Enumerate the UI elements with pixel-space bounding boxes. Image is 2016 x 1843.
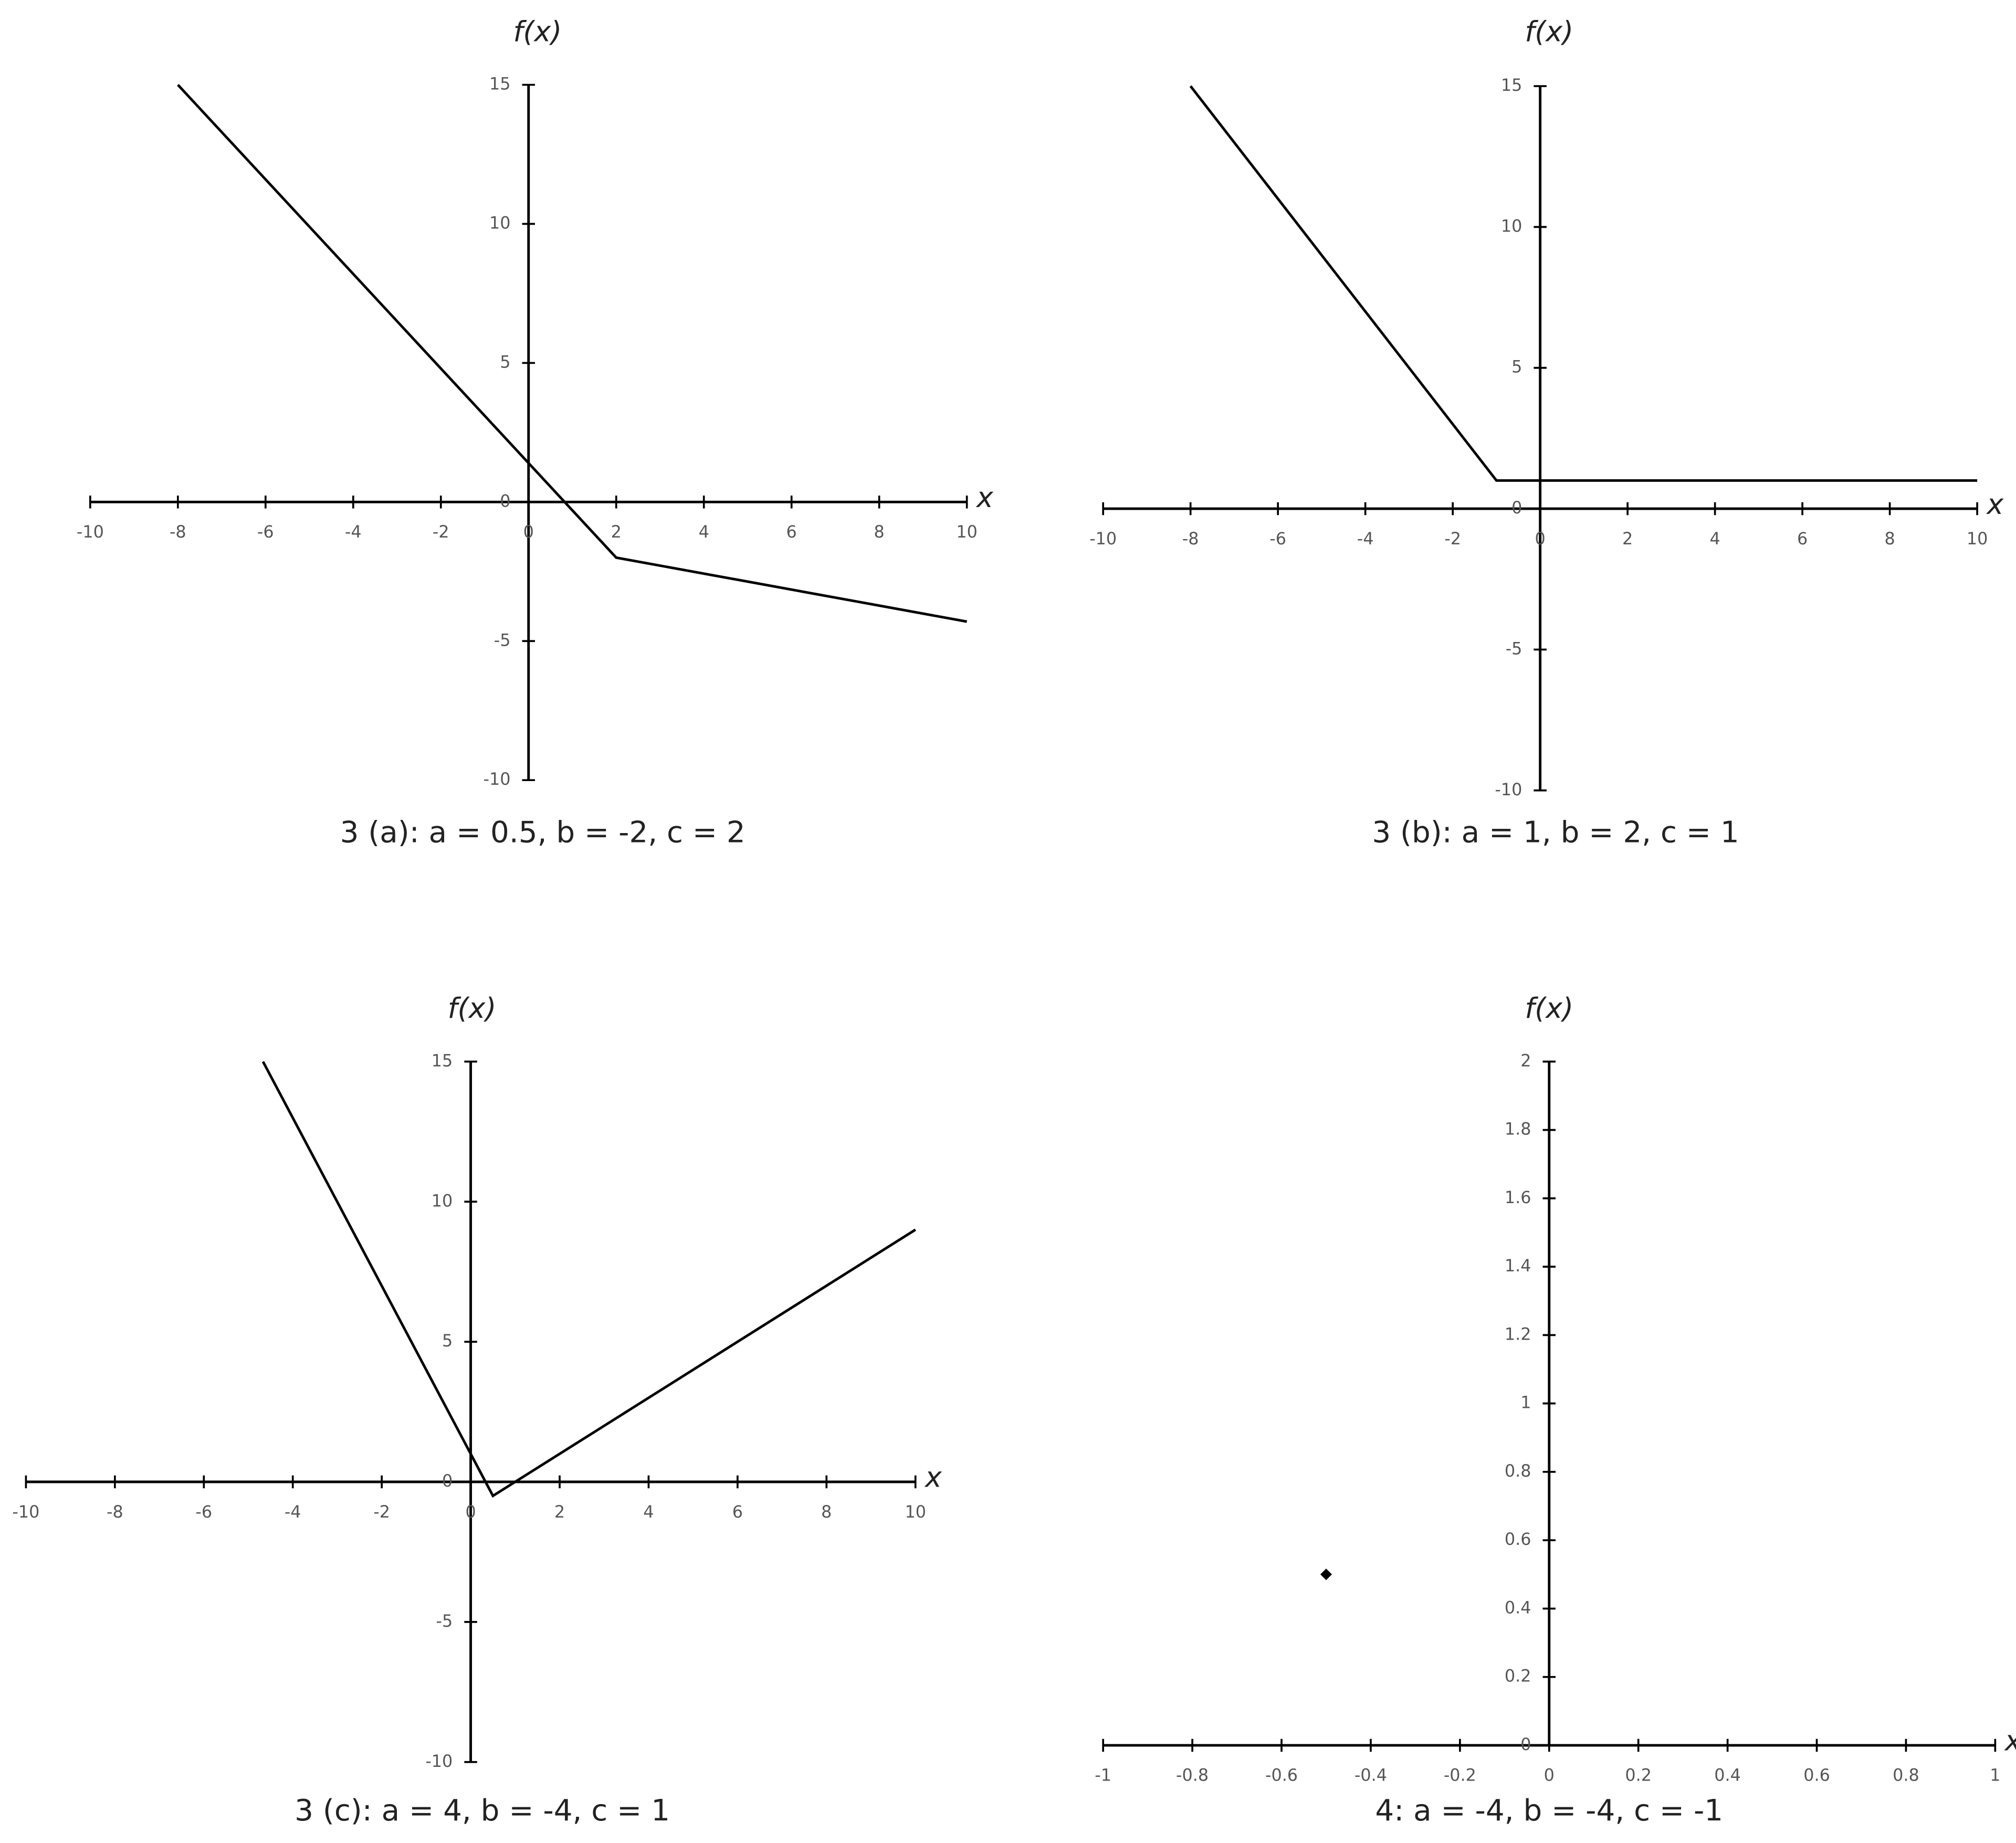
data-point xyxy=(1320,1568,1332,1581)
chart-caption: 3 (b): a = 1, b = 2, c = 1 xyxy=(1372,816,1739,850)
y-tick-label: 1.2 xyxy=(1505,1324,1531,1344)
x-tick-label: -0.4 xyxy=(1354,1765,1387,1785)
y-axis-label: f(x) xyxy=(1525,992,1573,1025)
x-tick-label: 2 xyxy=(1622,529,1633,549)
x-tick-label: 8 xyxy=(1884,529,1895,549)
chart-caption: 4: a = -4, b = -4, c = -1 xyxy=(1375,1794,1723,1828)
y-tick-label: 5 xyxy=(1511,357,1522,377)
x-tick-label: -4 xyxy=(345,522,362,542)
x-tick-label: 6 xyxy=(732,1502,743,1522)
x-tick-label: 8 xyxy=(874,522,885,542)
x-tick-label: -10 xyxy=(1089,529,1117,549)
y-tick-label: 1.8 xyxy=(1505,1119,1531,1139)
x-axis-label: x xyxy=(2004,1724,2016,1757)
y-tick-label: 0 xyxy=(1511,498,1522,518)
y-tick-label: 0.6 xyxy=(1505,1529,1531,1549)
x-tick-label: -2 xyxy=(373,1502,390,1522)
y-tick-label: 1.6 xyxy=(1505,1187,1531,1207)
y-tick-label: 0 xyxy=(442,1471,453,1491)
x-axis-label: x xyxy=(924,1461,942,1494)
x-tick-label: 4 xyxy=(643,1502,654,1522)
x-tick-label: 10 xyxy=(1967,529,1988,549)
x-tick-label: 1 xyxy=(1990,1765,2000,1785)
x-tick-label: 4 xyxy=(1709,529,1720,549)
y-axis-label: f(x) xyxy=(448,992,497,1025)
x-tick-label: -6 xyxy=(257,522,274,542)
x-tick-label: -2 xyxy=(1444,529,1461,549)
x-tick-label: 0.4 xyxy=(1714,1765,1741,1785)
x-tick-label: 6 xyxy=(1797,529,1808,549)
x-tick-label: 2 xyxy=(611,522,622,542)
x-tick-label: 8 xyxy=(821,1502,832,1522)
x-tick-label: 0.6 xyxy=(1803,1765,1830,1785)
y-tick-label: 15 xyxy=(489,74,510,94)
x-tick-label: -8 xyxy=(1182,529,1199,549)
data-line xyxy=(261,1061,917,1498)
x-tick-label: 6 xyxy=(786,522,797,542)
y-tick-label: 1 xyxy=(1520,1393,1531,1413)
y-tick-label: -10 xyxy=(425,1751,453,1771)
data-line xyxy=(1189,85,1978,482)
y-tick-label: -10 xyxy=(1495,780,1522,799)
y-axis-label: f(x) xyxy=(513,15,562,48)
x-axis-label: x xyxy=(1986,488,2004,521)
y-tick-label: -10 xyxy=(484,769,511,789)
y-tick-label: 10 xyxy=(489,213,510,233)
y-tick-label: 5 xyxy=(442,1331,453,1351)
y-tick-label: 0.8 xyxy=(1505,1461,1531,1481)
x-tick-label: -0.8 xyxy=(1176,1765,1209,1785)
x-tick-label: -6 xyxy=(195,1502,212,1522)
y-tick-label: 0 xyxy=(500,491,510,511)
x-tick-label: 0.2 xyxy=(1625,1765,1652,1785)
y-tick-label: 0.2 xyxy=(1505,1666,1531,1686)
y-tick-label: 10 xyxy=(1501,216,1522,236)
x-tick-label: -2 xyxy=(433,522,449,542)
x-tick-label: -8 xyxy=(107,1502,123,1522)
y-tick-label: 0 xyxy=(1520,1734,1531,1754)
x-tick-label: -1 xyxy=(1095,1765,1111,1785)
x-tick-label: 0 xyxy=(1535,529,1546,549)
x-tick-label: 10 xyxy=(956,522,977,542)
y-tick-label: 0.4 xyxy=(1505,1597,1531,1617)
x-tick-label: -0.2 xyxy=(1444,1765,1476,1785)
y-tick-label: 2 xyxy=(1520,1050,1531,1070)
y-tick-label: -5 xyxy=(436,1611,453,1631)
x-tick-label: -10 xyxy=(77,522,104,542)
y-axis-label: f(x) xyxy=(1525,15,1573,48)
x-tick-label: -6 xyxy=(1269,529,1286,549)
y-tick-label: 10 xyxy=(432,1191,453,1210)
x-tick-label: -8 xyxy=(170,522,186,542)
x-axis-label: x xyxy=(975,481,994,514)
x-tick-label: 4 xyxy=(699,522,709,542)
x-tick-label: 0 xyxy=(1544,1765,1555,1785)
y-tick-label: 15 xyxy=(1501,75,1522,95)
chart-caption: 3 (c): a = 4, b = -4, c = 1 xyxy=(295,1794,670,1828)
chart-caption: 3 (a): a = 0.5, b = -2, c = 2 xyxy=(340,816,746,850)
x-tick-label: 0 xyxy=(465,1502,476,1522)
y-tick-label: 1.4 xyxy=(1505,1256,1531,1276)
x-tick-label: -10 xyxy=(12,1502,39,1522)
y-tick-label: -5 xyxy=(494,630,511,650)
y-tick-label: 5 xyxy=(500,352,510,372)
x-tick-label: 0.8 xyxy=(1893,1765,1919,1785)
x-tick-label: 10 xyxy=(905,1502,926,1522)
x-tick-label: -0.6 xyxy=(1265,1765,1298,1785)
y-tick-label: -5 xyxy=(1506,638,1522,658)
x-tick-label: 2 xyxy=(554,1502,565,1522)
data-line xyxy=(177,83,968,623)
x-tick-label: -4 xyxy=(1357,529,1374,549)
x-tick-label: 0 xyxy=(523,522,534,542)
y-tick-label: 15 xyxy=(432,1050,453,1070)
x-tick-label: -4 xyxy=(285,1502,301,1522)
